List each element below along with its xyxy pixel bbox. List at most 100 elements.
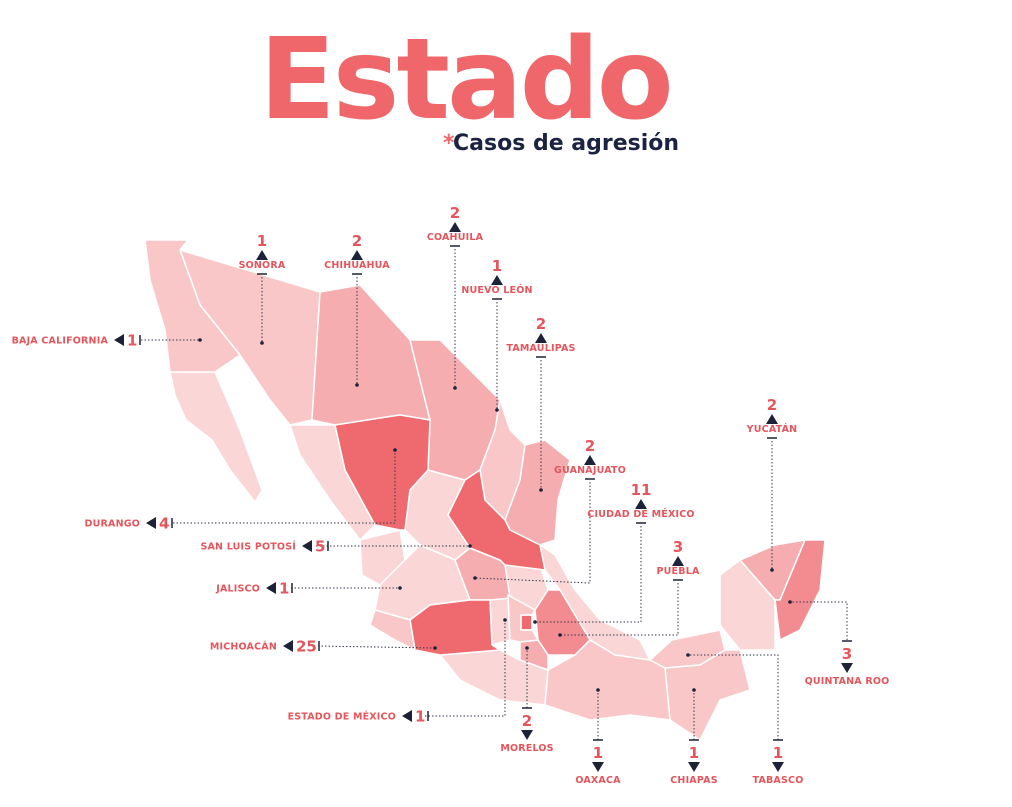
state-name: TAMAULIPAS (506, 343, 575, 354)
leader-line (560, 583, 679, 636)
arrow (449, 222, 461, 232)
state-name: SONORA (239, 260, 286, 271)
leader-end (260, 341, 264, 345)
arrow (114, 334, 124, 346)
leader-line (425, 620, 506, 717)
leader-end (770, 568, 774, 572)
leader-end (596, 688, 600, 692)
subtitle: Casos de agresión (453, 131, 679, 156)
count: 2 (585, 437, 595, 455)
arrow (584, 455, 596, 465)
count: 1 (689, 744, 699, 762)
leader-end (398, 586, 402, 590)
map (144, 239, 826, 741)
state-shape (409, 599, 501, 656)
state-name: BAJA CALIFORNIA (12, 336, 109, 347)
count: 25 (296, 638, 317, 656)
count: 1 (492, 257, 502, 275)
arrow (688, 762, 700, 772)
state-name: ESTADO DE MÉXICO (288, 711, 396, 723)
arrow (302, 540, 312, 552)
leader-end (393, 448, 397, 452)
state-shape (664, 649, 751, 741)
count: 3 (842, 645, 852, 663)
count: 1 (127, 332, 137, 350)
count: 1 (279, 580, 289, 598)
leader-end (503, 618, 507, 622)
state-shape (534, 589, 591, 656)
count: 2 (450, 204, 460, 222)
count: 1 (257, 232, 267, 250)
state-shape (489, 594, 511, 646)
count: 1 (415, 708, 425, 726)
state-shape (507, 594, 539, 643)
leader-end (453, 386, 457, 390)
state-name: SAN LUIS POTOSÍ (200, 541, 296, 553)
leader-end (533, 620, 537, 624)
leader-end (495, 408, 499, 412)
state-shape (334, 414, 431, 531)
state-name: DURANGO (85, 519, 141, 530)
state-shape (144, 239, 241, 373)
state-name: TABASCO (753, 775, 804, 786)
state-name: MICHOACÁN (210, 641, 277, 653)
arrow (535, 333, 547, 343)
title: Estado (259, 15, 670, 145)
count: 3 (673, 538, 683, 556)
state-name: OAXACA (575, 775, 621, 786)
state-shape (520, 614, 533, 631)
state-name: MORELOS (500, 743, 553, 754)
leader-end (433, 646, 437, 650)
leader-end (692, 688, 696, 692)
leader-end (539, 488, 543, 492)
arrow (766, 414, 778, 424)
leader-end (525, 646, 529, 650)
count: 5 (315, 538, 325, 556)
state-name: JALISCO (215, 584, 260, 595)
count: 2 (522, 712, 532, 730)
count: 1 (593, 744, 603, 762)
leader-end (558, 633, 562, 637)
leader-end (788, 600, 792, 604)
state-name: CIUDAD DE MÉXICO (587, 508, 694, 520)
asterisk: * (443, 131, 455, 156)
arrow (256, 250, 268, 260)
leader-line (535, 526, 642, 623)
count: 4 (159, 515, 169, 533)
arrow (592, 762, 604, 772)
arrow (672, 556, 684, 566)
arrow (491, 275, 503, 285)
state-shape (774, 539, 826, 641)
arrow (266, 582, 276, 594)
arrow (521, 730, 533, 740)
state-shape (369, 609, 416, 651)
leader-end (468, 544, 472, 548)
state-shape (169, 371, 263, 503)
leader-line (173, 450, 396, 524)
count: 2 (352, 232, 362, 250)
leader-end (686, 653, 690, 657)
arrow (402, 710, 412, 722)
state-shape (544, 639, 671, 721)
leader-end (473, 576, 477, 580)
leader-end (198, 338, 202, 342)
state-shape (311, 284, 431, 426)
arrow (635, 499, 647, 509)
arrow (841, 663, 853, 673)
arrow (283, 640, 293, 652)
state-name: QUINTANA ROO (805, 676, 890, 687)
count: 2 (536, 315, 546, 333)
state-name: CHIHUAHUA (324, 260, 390, 271)
count: 2 (767, 396, 777, 414)
state-name: CHIAPAS (670, 775, 718, 786)
state-shape (447, 469, 546, 571)
state-name: GUANAJUATO (554, 465, 626, 476)
state-name: YUCATÁN (746, 423, 798, 435)
leader-end (355, 383, 359, 387)
arrow (772, 762, 784, 772)
state-name: COAHUILA (427, 232, 484, 243)
leader-line (688, 654, 779, 740)
arrow (351, 250, 363, 260)
state-name: NUEVO LEÓN (461, 284, 532, 296)
